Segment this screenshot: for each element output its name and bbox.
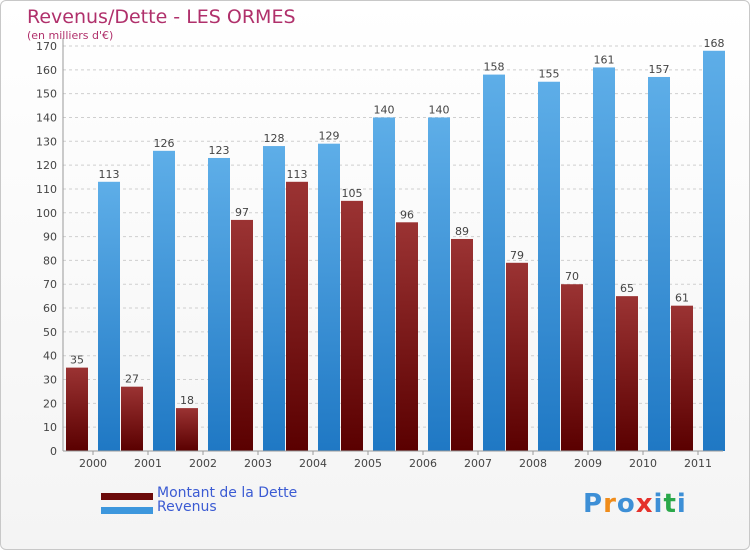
x-tick-label: 2002 [189,457,217,470]
bar-revenus [428,117,450,452]
data-label-revenus: 126 [154,137,175,150]
data-label-revenus: 123 [209,144,230,157]
bar-dette [616,296,638,451]
x-tick-label: 2003 [244,457,272,470]
x-tick-label: 2008 [519,457,547,470]
bar-revenus [318,143,340,452]
logo-letter: P [583,489,604,519]
y-tick-label: 40 [43,350,57,363]
axes: 0 10 20 30 40 50 60 70 80 90 100 110 120 130 140 150 160… [36,38,723,470]
y-tick-label: 20 [43,397,57,410]
proxiti-logo: Proxiti [583,489,687,519]
legend-label-revenus: Revenus [157,499,217,515]
data-label-revenus: 140 [429,103,450,116]
y-tick-label: 60 [43,302,57,315]
y-tick-label: 10 [43,421,57,434]
bar-dette [176,408,198,451]
data-label-dette: 79 [510,249,524,262]
data-label-revenus: 161 [594,53,615,66]
data-label-dette: 18 [180,394,194,407]
x-tick-label: 2010 [629,457,657,470]
logo-letter: i [676,489,687,519]
bar-revenus [593,67,615,452]
y-tick-label: 70 [43,278,57,291]
data-label-dette: 113 [287,168,308,181]
bar-dette [396,222,418,451]
logo-letter: i [653,489,664,519]
bar-dette [561,284,583,451]
bar-dette [286,181,308,451]
bar-revenus [483,74,505,452]
bar-revenus [263,146,285,451]
y-tick-label: 30 [43,374,57,387]
data-label-dette: 61 [675,292,689,305]
y-tick-label: 120 [36,159,57,172]
logo-letter: o [616,489,636,519]
logo-letter: r [603,489,617,519]
data-label-revenus: 155 [539,68,560,81]
bar-dette [451,238,473,451]
bar-dette [121,386,143,451]
bar-dette [231,219,253,451]
y-tick-label: 50 [43,326,57,339]
x-tick-label: 2006 [409,457,437,470]
data-label-revenus: 113 [99,168,120,181]
data-label-dette: 27 [125,373,139,386]
y-tick-label: 160 [36,64,57,77]
bar-revenus [208,157,230,451]
y-tick-label: 130 [36,135,57,148]
y-tick-label: 90 [43,231,57,244]
bar-dette [671,305,693,451]
data-label-dette: 97 [235,206,249,219]
data-label-dette: 105 [342,187,363,200]
bar-revenus [153,150,175,451]
x-tick-label: 2004 [299,457,327,470]
logo-letter: x [635,489,654,519]
y-tick-label: 170 [36,40,57,53]
x-tick-label: 2001 [134,457,162,470]
x-tick-label: 2011 [684,457,712,470]
data-label-dette: 70 [565,270,579,283]
y-tick-label: 110 [36,183,57,196]
bar-dette [66,367,88,451]
data-label-dette: 96 [400,208,414,221]
data-label-revenus: 158 [484,61,505,74]
data-label-dette: 65 [620,282,634,295]
legend-swatch-revenus [101,507,153,514]
legend-swatch-dette [101,493,153,500]
data-label-revenus: 140 [374,103,395,116]
x-tick-label: 2009 [574,457,602,470]
bar-dette [341,200,363,451]
chart-subtitle: (en milliers d'€) [27,29,114,42]
y-tick-label: 100 [36,207,57,220]
logo-letter: t [663,489,677,519]
chart-title: Revenus/Dette - LES ORMES [27,6,296,28]
data-label-dette: 89 [455,225,469,238]
data-label-dette: 35 [70,354,84,367]
data-label-revenus: 168 [704,37,725,50]
bar-revenus [373,117,395,452]
bar-revenus [98,181,120,451]
bar-dette [506,262,528,451]
x-tick-label: 2007 [464,457,492,470]
y-tick-label: 140 [36,111,57,124]
data-label-revenus: 129 [319,130,340,143]
bars [66,50,725,452]
x-tick-label: 2005 [354,457,382,470]
bar-revenus [648,76,670,452]
data-label-revenus: 157 [649,63,670,76]
legend-label-dette: Montant de la Dette [157,485,298,501]
data-labels: 35 113 27 126 18 123 97 128 113 129 105 140 96 140 89 1… [70,37,725,407]
data-label-revenus: 128 [264,132,285,145]
y-tick-label: 80 [43,254,57,267]
bar-revenus [538,81,560,451]
x-tick-label: 2000 [79,457,107,470]
y-tick-label: 0 [50,445,57,458]
y-tick-label: 150 [36,88,57,101]
bar-revenus [703,50,725,451]
